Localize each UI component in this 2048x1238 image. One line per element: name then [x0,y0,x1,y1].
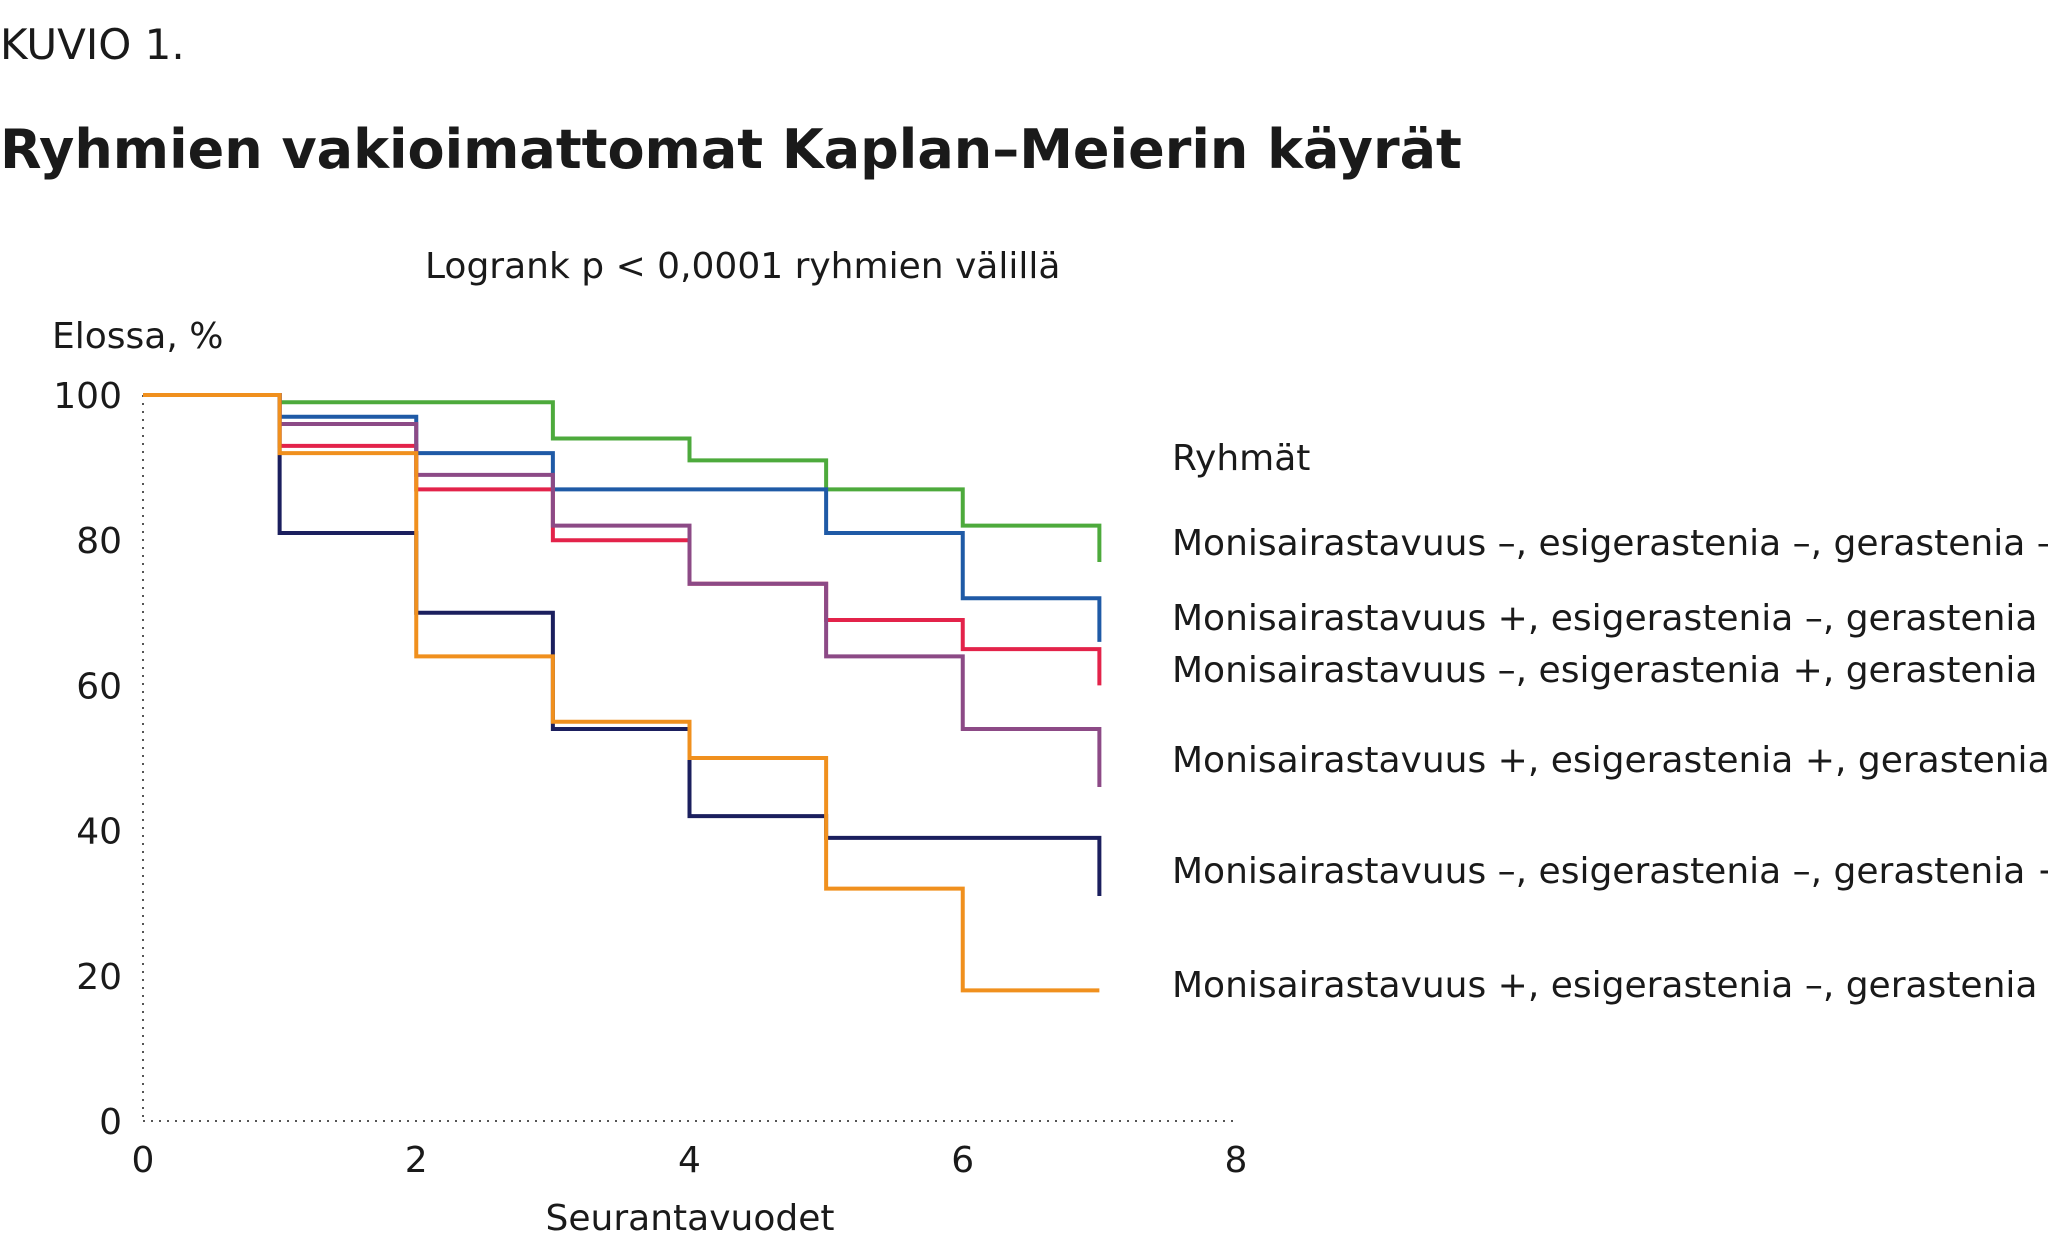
legend-entry-2: Monisairastavuus +, esigerastenia –, ger… [1172,598,2048,639]
legend-entry-4: Monisairastavuus +, esigerastenia +, ger… [1172,740,2048,781]
series-line-2 [143,393,1102,642]
x-tick-label: 6 [951,1140,974,1181]
series-line-5 [143,393,1102,896]
series-line-6 [143,393,1100,993]
legend-entry-1: Monisairastavuus –, esigerastenia –, ger… [1172,523,2048,564]
y-tick-label: 60 [76,666,122,707]
y-tick-label: 80 [76,521,122,562]
x-tick-label: 8 [1225,1140,1248,1181]
x-axis-label: Seurantavuodet [546,1198,835,1238]
y-tick-label: 100 [53,376,122,417]
legend-entry-3: Monisairastavuus –, esigerastenia +, ger… [1172,650,2048,691]
y-tick-label: 0 [99,1102,122,1143]
legend: Monisairastavuus –, esigerastenia –, ger… [1172,523,2048,1006]
legend-entry-6: Monisairastavuus +, esigerastenia –, ger… [1172,965,2048,1006]
series-line-4 [143,393,1102,788]
y-axis-label: Elossa, % [52,316,223,357]
axes: 0 20 40 60 80 100 0 2 4 6 8 [53,376,1247,1181]
x-tick-label: 0 [132,1140,155,1181]
chart-title: Ryhmien vakioimattomat Kaplan–Meierin kä… [0,118,1462,181]
figure-label: KUVIO 1. [0,20,185,69]
legend-entry-5: Monisairastavuus –, esigerastenia –, ger… [1172,851,2048,892]
x-tick-label: 2 [405,1140,428,1181]
y-tick-label: 40 [76,812,122,853]
x-tick-label: 4 [678,1140,701,1181]
series-lines [143,393,1102,993]
y-tick-label: 20 [76,957,122,998]
series-line-1 [143,393,1102,562]
legend-title: Ryhmät [1172,438,1310,479]
chart-subtitle: Logrank p < 0,0001 ryhmien välillä [425,246,1060,287]
